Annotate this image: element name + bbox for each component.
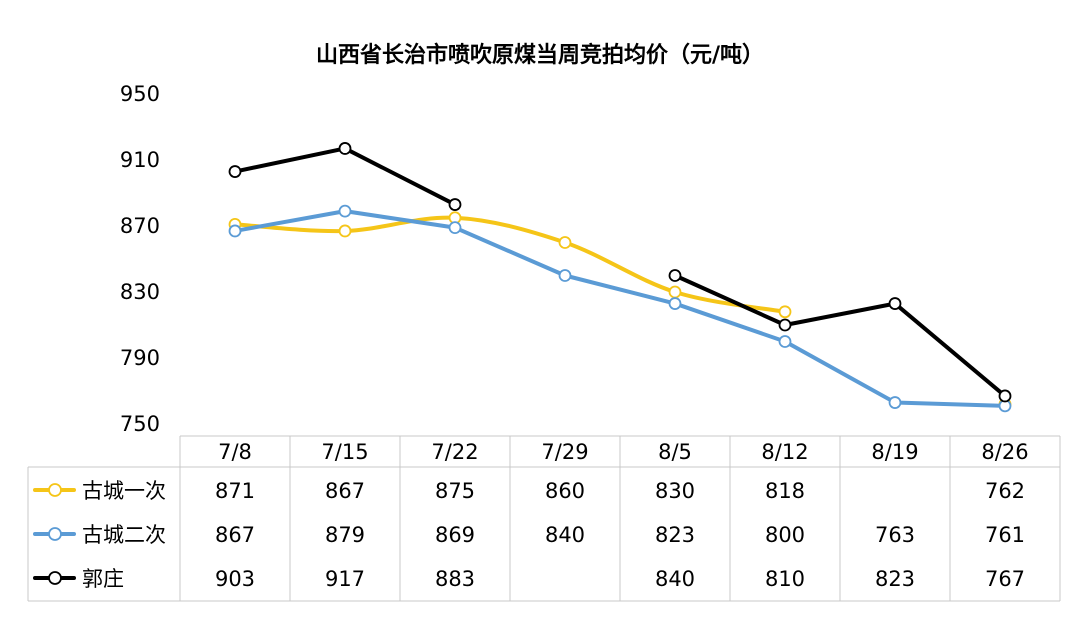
series-line <box>233 215 787 314</box>
series-lines <box>228 142 1012 413</box>
table-cell: 869 <box>435 523 475 547</box>
table-row: 郭庄 903 917 883 840 810 823 767 <box>33 567 1025 591</box>
table-cell: 762 <box>985 479 1025 503</box>
y-tick-label: 950 <box>120 82 160 106</box>
data-point <box>338 142 352 155</box>
data-point <box>998 389 1012 403</box>
x-tick-label: 7/8 <box>218 440 252 464</box>
series-line <box>233 146 457 207</box>
table-cell: 810 <box>765 567 805 591</box>
legend-marker <box>48 483 62 497</box>
y-tick-label: 750 <box>120 412 160 436</box>
x-tick-label: 8/12 <box>761 440 808 464</box>
y-tick-label: 870 <box>120 214 160 238</box>
series-line <box>673 273 1007 398</box>
data-point <box>228 224 242 238</box>
table-cell: 875 <box>435 479 475 503</box>
data-point <box>778 335 792 348</box>
data-point <box>888 297 902 310</box>
data-point <box>668 285 682 299</box>
chart-title: 山西省长治市喷吹原煤当周竞拍均价（元/吨） <box>316 42 764 68</box>
table-row: 古城二次 867 879 869 840 823 800 763 761 <box>33 523 1025 547</box>
table-cell: 860 <box>545 479 585 503</box>
table-cell: 871 <box>215 479 255 503</box>
legend-marker <box>48 527 62 541</box>
table-cell: 840 <box>545 523 585 547</box>
table-cell: 903 <box>215 567 255 591</box>
y-tick-label: 910 <box>120 148 160 172</box>
legend-marker <box>48 571 62 585</box>
table-cell: 867 <box>325 479 365 503</box>
y-axis: 950 910 870 830 790 750 <box>120 82 160 436</box>
table-cell: 917 <box>325 567 365 591</box>
table-cell: 763 <box>875 523 915 547</box>
data-point <box>448 221 462 235</box>
data-table: 古城一次 871 867 875 860 830 818 762 古城二次 867 879 869 84… <box>33 479 1025 591</box>
x-tick-label: 7/29 <box>541 440 588 464</box>
data-point <box>558 269 572 282</box>
legend-label: 古城二次 <box>82 523 166 547</box>
series-1 <box>228 204 1012 413</box>
table-cell: 840 <box>655 567 695 591</box>
table-cell: 867 <box>215 523 255 547</box>
series-0 <box>228 211 1012 411</box>
data-point <box>338 224 352 238</box>
data-point <box>448 198 462 211</box>
data-point <box>558 236 572 249</box>
y-tick-label: 790 <box>120 346 160 370</box>
table-cell: 800 <box>765 523 805 547</box>
table-cell: 818 <box>765 479 805 503</box>
table-cell: 823 <box>875 567 915 591</box>
x-tick-label: 7/22 <box>431 440 478 464</box>
x-tick-label: 8/19 <box>871 440 918 464</box>
table-cell: 883 <box>435 567 475 591</box>
y-tick-label: 830 <box>120 280 160 304</box>
data-table-grid <box>27 435 1061 602</box>
data-point <box>668 297 682 310</box>
x-tick-label: 7/15 <box>321 440 368 464</box>
data-point <box>888 396 902 409</box>
data-point <box>668 269 682 282</box>
data-point <box>778 318 792 332</box>
table-cell: 823 <box>655 523 695 547</box>
data-point <box>778 305 792 319</box>
x-tick-label: 8/26 <box>981 440 1028 464</box>
data-point <box>228 165 242 178</box>
x-axis: 7/8 7/15 7/22 7/29 8/5 8/12 8/19 8/26 <box>218 440 1028 464</box>
table-cell: 761 <box>985 523 1025 547</box>
x-tick-label: 8/5 <box>658 440 692 464</box>
table-cell: 879 <box>325 523 365 547</box>
table-cell: 830 <box>655 479 695 503</box>
data-point <box>338 204 352 218</box>
series-2 <box>228 142 1012 403</box>
legend-label: 古城一次 <box>82 479 166 503</box>
legend-label: 郭庄 <box>82 567 124 591</box>
table-row: 古城一次 871 867 875 860 830 818 762 <box>33 479 1025 503</box>
series-line <box>233 209 1007 408</box>
table-cell: 767 <box>985 567 1025 591</box>
